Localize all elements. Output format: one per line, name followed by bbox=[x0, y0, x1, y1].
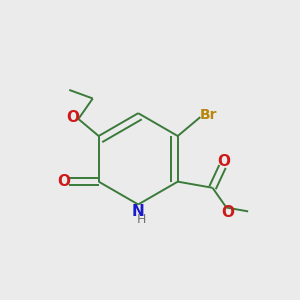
Text: H: H bbox=[137, 213, 146, 226]
Text: O: O bbox=[218, 154, 230, 169]
Text: O: O bbox=[221, 206, 234, 220]
Text: Br: Br bbox=[200, 108, 217, 122]
Text: O: O bbox=[58, 174, 70, 189]
Text: N: N bbox=[132, 204, 145, 219]
Text: O: O bbox=[67, 110, 80, 125]
